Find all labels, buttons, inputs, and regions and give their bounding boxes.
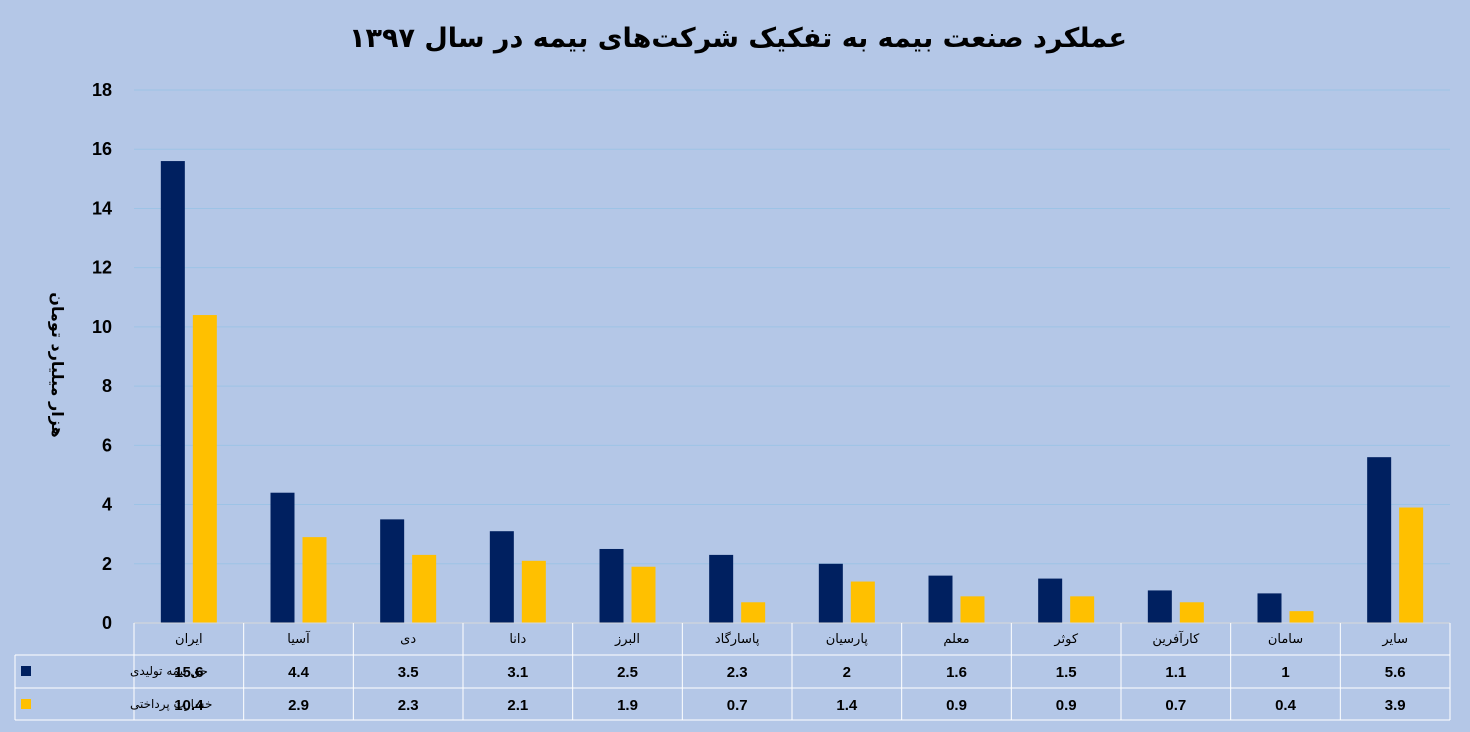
- data-label: 1.9: [617, 697, 638, 714]
- bar-premium: [599, 548, 624, 623]
- data-label: 3.5: [398, 664, 419, 681]
- bar-claims: [192, 315, 217, 623]
- y-axis-ticks: 0 2 4 6 8 10 12 14 16 18: [92, 80, 112, 633]
- bar-claims: [1399, 507, 1424, 623]
- data-label: 5.6: [1385, 664, 1406, 681]
- bar-premium: [818, 563, 843, 623]
- category-label: آسیا: [287, 630, 311, 647]
- data-label: 2.1: [507, 697, 528, 714]
- bar-claims: [1289, 611, 1314, 623]
- y-tick-label: 4: [102, 495, 112, 515]
- y-tick-label: 8: [102, 376, 112, 396]
- data-label: 0.7: [727, 697, 748, 714]
- data-label: 15.6: [174, 664, 203, 681]
- data-label: 0.9: [946, 697, 967, 714]
- category-label: سامان: [1268, 632, 1303, 647]
- y-tick-label: 18: [92, 80, 112, 100]
- category-label: دانا: [509, 632, 526, 647]
- category-label: کوثر: [1053, 632, 1079, 647]
- data-label: 1.4: [836, 697, 858, 714]
- data-table: ایران آسیا دی دانا البرز پاسارگاد پارسیان معلم ک…: [14, 622, 1451, 721]
- data-label: 0.4: [1275, 697, 1297, 714]
- data-label: 1: [1281, 664, 1289, 681]
- legend-swatch: [21, 699, 31, 709]
- data-label: 0.7: [1165, 697, 1186, 714]
- bar-premium: [1147, 590, 1172, 623]
- bar-premium: [270, 492, 295, 623]
- chart-title: عملکرد صنعت بیمه به تفکیک شرکت‌های بیمه …: [349, 23, 1127, 54]
- category-label: معلم: [943, 632, 969, 647]
- data-label: 4.4: [288, 664, 310, 681]
- bars: [160, 161, 1424, 624]
- category-label: البرز: [614, 632, 640, 647]
- data-label: 2.3: [398, 697, 419, 714]
- category-label: سایر: [1381, 632, 1408, 647]
- data-label: 2: [843, 664, 851, 681]
- bar-premium: [489, 531, 514, 623]
- bar-premium: [928, 575, 953, 623]
- y-axis-label: هزار میلیارد تومان: [48, 292, 67, 437]
- y-tick-label: 2: [102, 554, 112, 574]
- legend-swatch: [21, 666, 31, 676]
- category-label: ایران: [175, 632, 203, 647]
- bar-claims: [741, 602, 766, 623]
- y-tick-label: 12: [92, 258, 112, 278]
- legend-label: خسارت پرداختی: [130, 697, 212, 712]
- legend-label: حق بیمه تولیدی: [130, 664, 208, 679]
- data-label: 0.9: [1056, 697, 1077, 714]
- data-label: 2.9: [288, 697, 309, 714]
- bar-claims: [1070, 596, 1095, 623]
- bar-claims: [960, 596, 985, 623]
- y-tick-label: 0: [102, 613, 112, 633]
- bar-claims: [850, 581, 875, 623]
- y-tick-label: 6: [102, 435, 112, 455]
- category-label: دی: [400, 632, 416, 647]
- bar-premium: [1257, 593, 1282, 623]
- data-label: 1.5: [1056, 664, 1077, 681]
- data-label: 2.5: [617, 664, 638, 681]
- y-tick-label: 16: [92, 139, 112, 159]
- bar-premium: [1367, 457, 1392, 623]
- data-label: 3.1: [507, 664, 528, 681]
- category-label: پاسارگاد: [715, 631, 760, 647]
- bar-premium: [160, 161, 185, 624]
- bar-claims: [302, 537, 327, 623]
- data-label: 1.6: [946, 664, 967, 681]
- bar-claims: [631, 566, 656, 623]
- bar-premium: [380, 519, 405, 623]
- data-label: 3.9: [1385, 697, 1406, 714]
- data-label: 2.3: [727, 664, 748, 681]
- bar-claims: [521, 560, 546, 623]
- y-tick-label: 10: [92, 317, 112, 337]
- bar-premium: [709, 554, 734, 623]
- category-label: کارآفرین: [1152, 630, 1200, 647]
- bar-claims: [412, 554, 437, 623]
- bar-premium: [1038, 578, 1063, 623]
- data-label: 10.4: [174, 697, 204, 714]
- data-label: 1.1: [1165, 664, 1186, 681]
- y-tick-label: 14: [92, 198, 112, 218]
- gridlines: [134, 89, 1450, 565]
- bar-claims: [1179, 602, 1204, 623]
- category-label: پارسیان: [826, 632, 869, 647]
